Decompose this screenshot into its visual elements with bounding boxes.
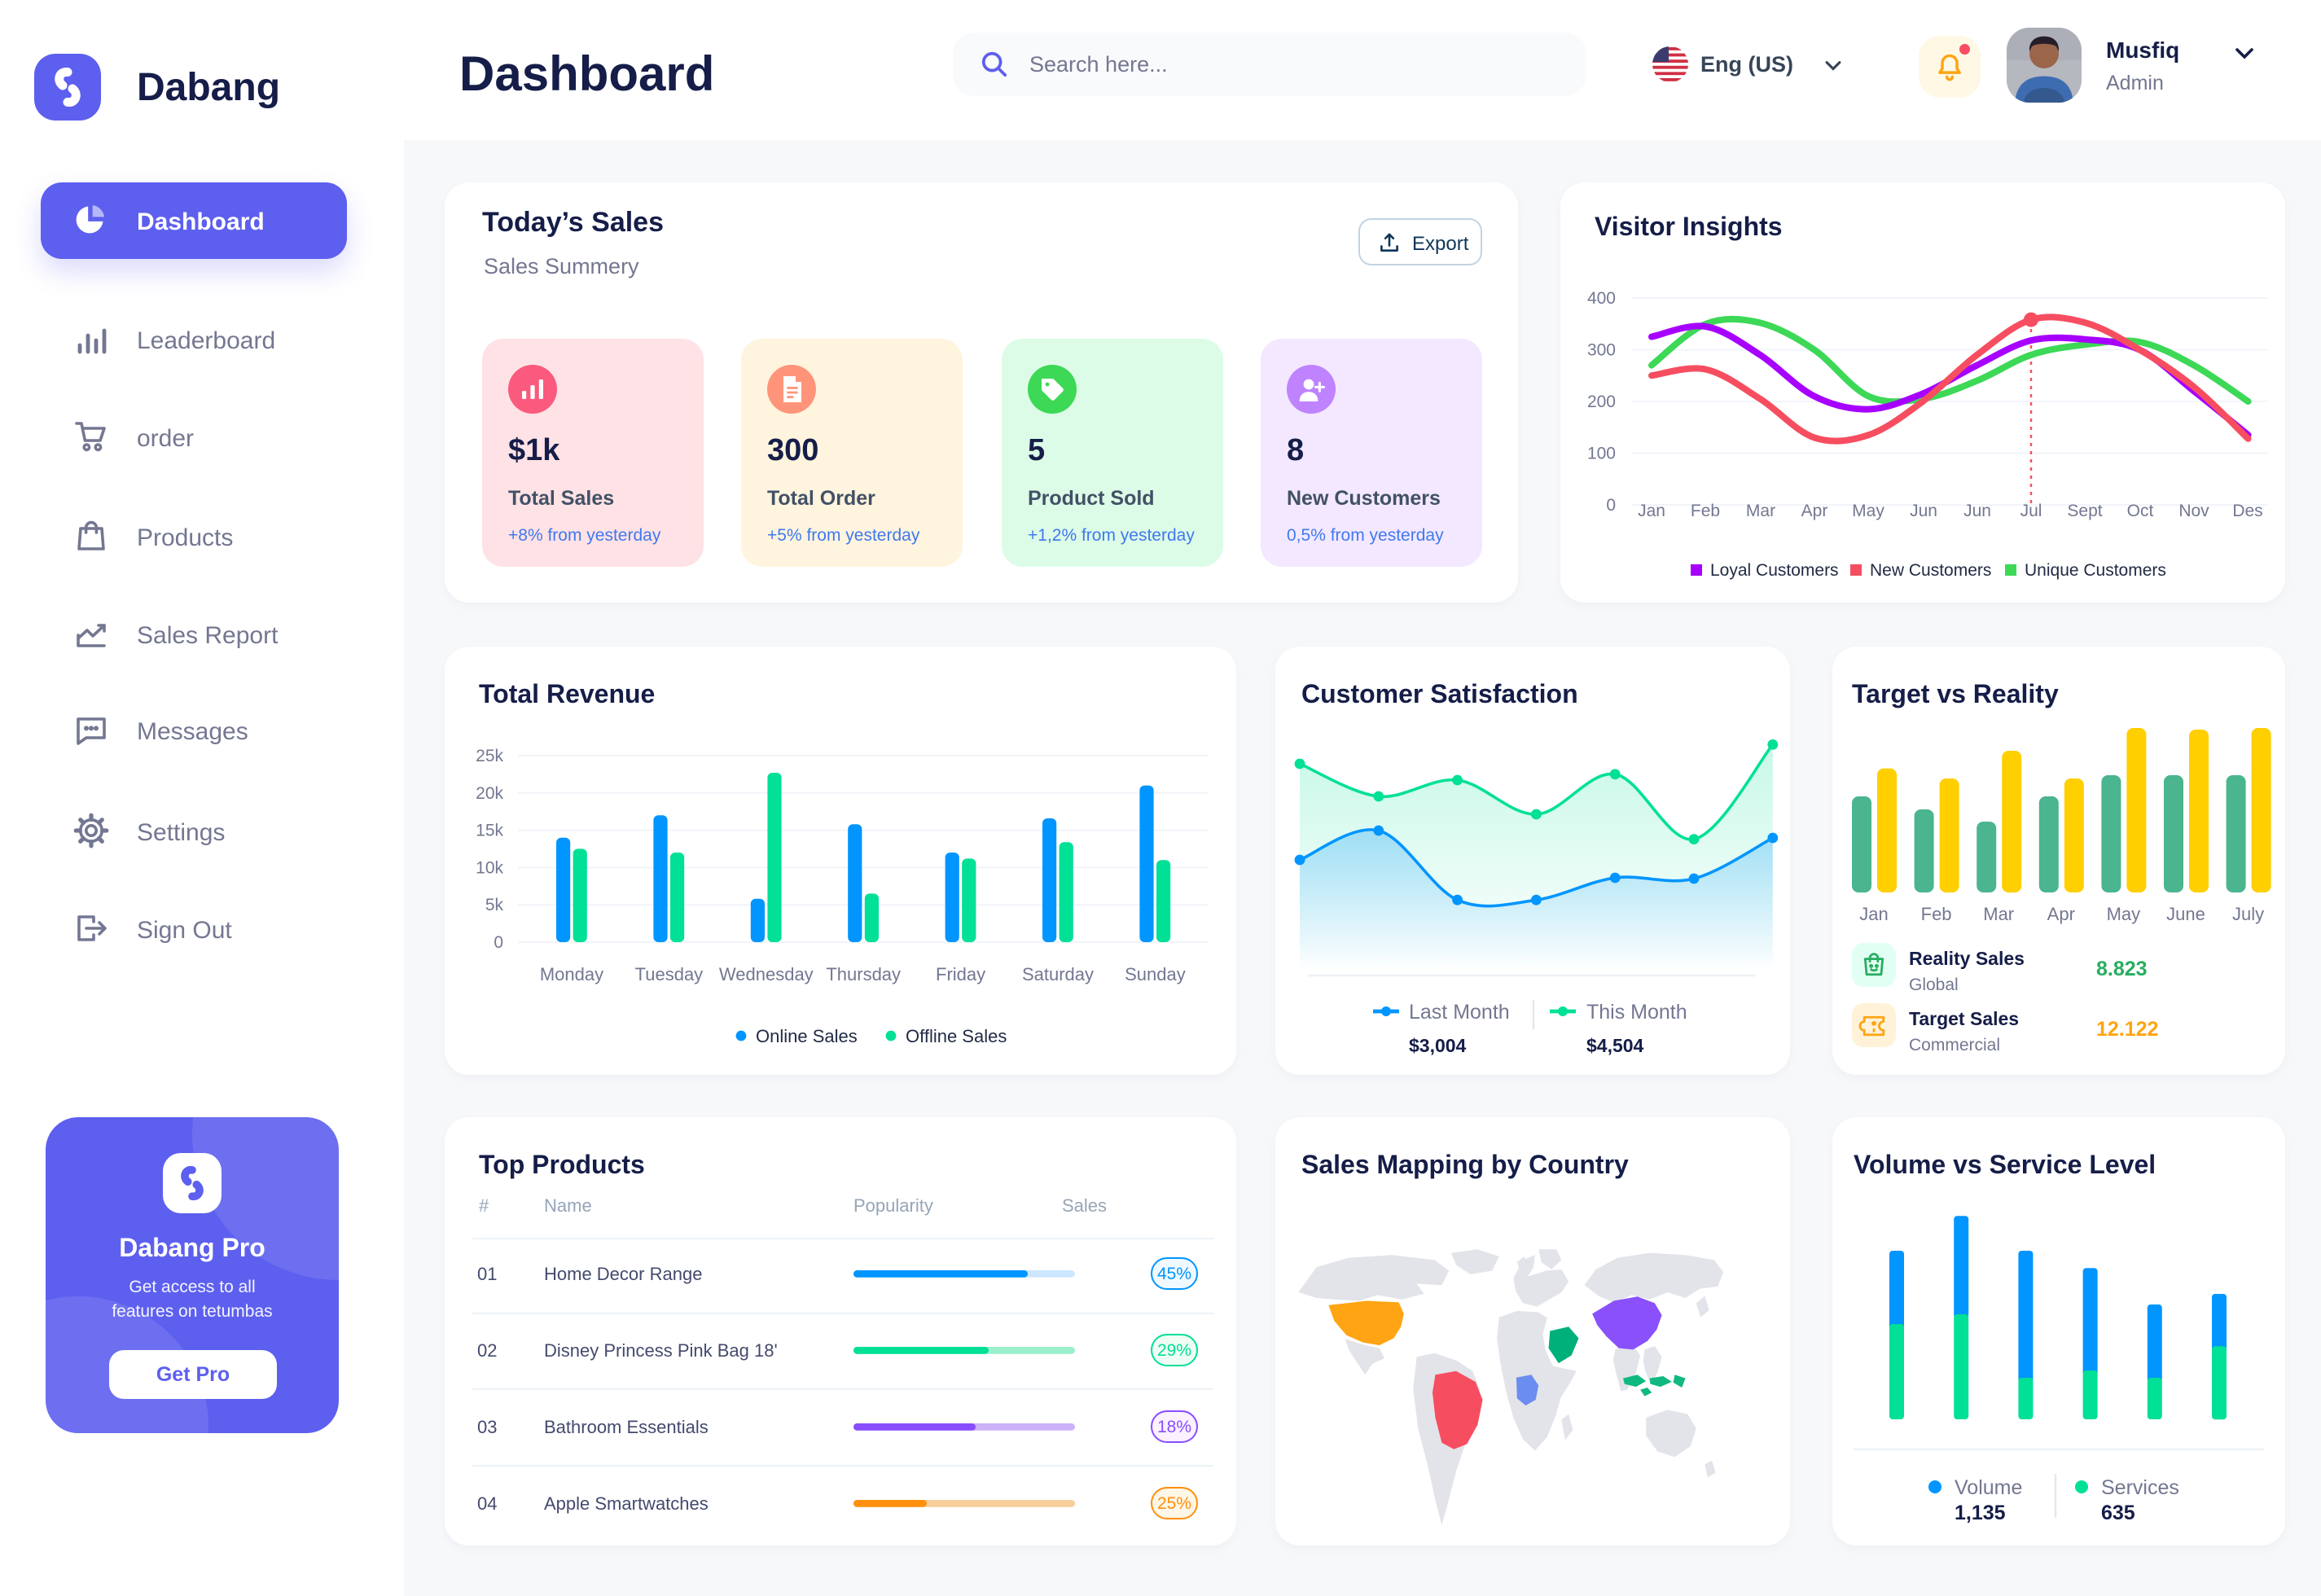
svg-text:02: 02 [477,1340,497,1361]
svg-text:Feb: Feb [1921,904,1952,924]
svg-text:20k: 20k [476,784,503,803]
svg-text:Name: Name [544,1195,592,1216]
svg-text:Offline Sales: Offline Sales [906,1026,1007,1046]
svg-text:Wednesday: Wednesday [719,964,814,984]
svg-text:Jan: Jan [1859,904,1888,924]
svg-text:300: 300 [1587,341,1616,360]
svg-text:Unique Customers: Unique Customers [2025,561,2166,580]
svg-text:18%: 18% [1157,1418,1191,1436]
svg-text:New Customers: New Customers [1870,561,1991,580]
svg-text:Des: Des [2232,502,2262,520]
svg-text:Nov: Nov [2178,502,2209,520]
svg-text:Feb: Feb [1691,502,1720,520]
svg-text:400: 400 [1587,289,1616,308]
svg-text:Jun: Jun [1963,502,1991,520]
svg-text:Volume: Volume [1955,1476,2022,1499]
svg-text:29%: 29% [1157,1341,1191,1360]
svg-text:$3,004: $3,004 [1409,1035,1467,1056]
svg-text:Bathroom Essentials: Bathroom Essentials [544,1417,709,1437]
svg-text:July: July [2232,904,2264,924]
svg-text:Apple Smartwatches: Apple Smartwatches [544,1493,709,1514]
svg-text:Mar: Mar [1746,502,1775,520]
svg-text:This Month: This Month [1586,1001,1687,1024]
svg-text:Monday: Monday [540,964,603,984]
svg-text:5k: 5k [485,896,504,914]
svg-text:Apr: Apr [2047,904,2075,924]
svg-text:25k: 25k [476,747,503,765]
svg-text:Apr: Apr [1801,502,1828,520]
svg-text:0: 0 [1606,496,1616,515]
svg-text:Sept: Sept [2067,502,2102,520]
svg-text:Jul: Jul [2020,502,2042,520]
svg-text:Oct: Oct [2127,502,2154,520]
svg-text:May: May [2107,904,2141,924]
svg-text:0: 0 [494,933,503,952]
svg-text:45%: 45% [1157,1265,1191,1283]
svg-text:Saturday: Saturday [1022,964,1094,984]
svg-text:Thursday: Thursday [826,964,901,984]
svg-text:10k: 10k [476,858,503,877]
svg-text:Loyal Customers: Loyal Customers [1710,561,1839,580]
svg-text:Friday: Friday [936,964,985,984]
svg-text:#: # [479,1195,489,1216]
svg-text:June: June [2166,904,2205,924]
svg-text:635: 635 [2101,1502,2135,1524]
svg-text:Popularity: Popularity [853,1195,933,1216]
svg-text:01: 01 [477,1264,497,1284]
svg-text:Last Month: Last Month [1409,1001,1510,1024]
svg-text:Disney Princess Pink Bag 18': Disney Princess Pink Bag 18' [544,1340,778,1361]
svg-text:04: 04 [477,1493,497,1514]
svg-text:Jan: Jan [1638,502,1665,520]
svg-text:Mar: Mar [1983,904,2014,924]
svg-text:Home Decor Range: Home Decor Range [544,1264,702,1284]
svg-text:15k: 15k [476,822,503,840]
svg-text:Services: Services [2101,1476,2179,1499]
svg-text:Sunday: Sunday [1125,964,1186,984]
svg-text:Sales: Sales [1062,1195,1107,1216]
svg-text:Online Sales: Online Sales [756,1026,858,1046]
svg-text:03: 03 [477,1417,497,1437]
svg-text:May: May [1852,502,1884,520]
svg-text:Tuesday: Tuesday [635,964,704,984]
svg-text:100: 100 [1587,445,1616,463]
svg-text:$4,504: $4,504 [1586,1035,1644,1056]
svg-text:200: 200 [1587,392,1616,411]
svg-text:25%: 25% [1157,1494,1191,1513]
svg-text:1,135: 1,135 [1955,1502,2006,1524]
svg-text:Jun: Jun [1910,502,1937,520]
